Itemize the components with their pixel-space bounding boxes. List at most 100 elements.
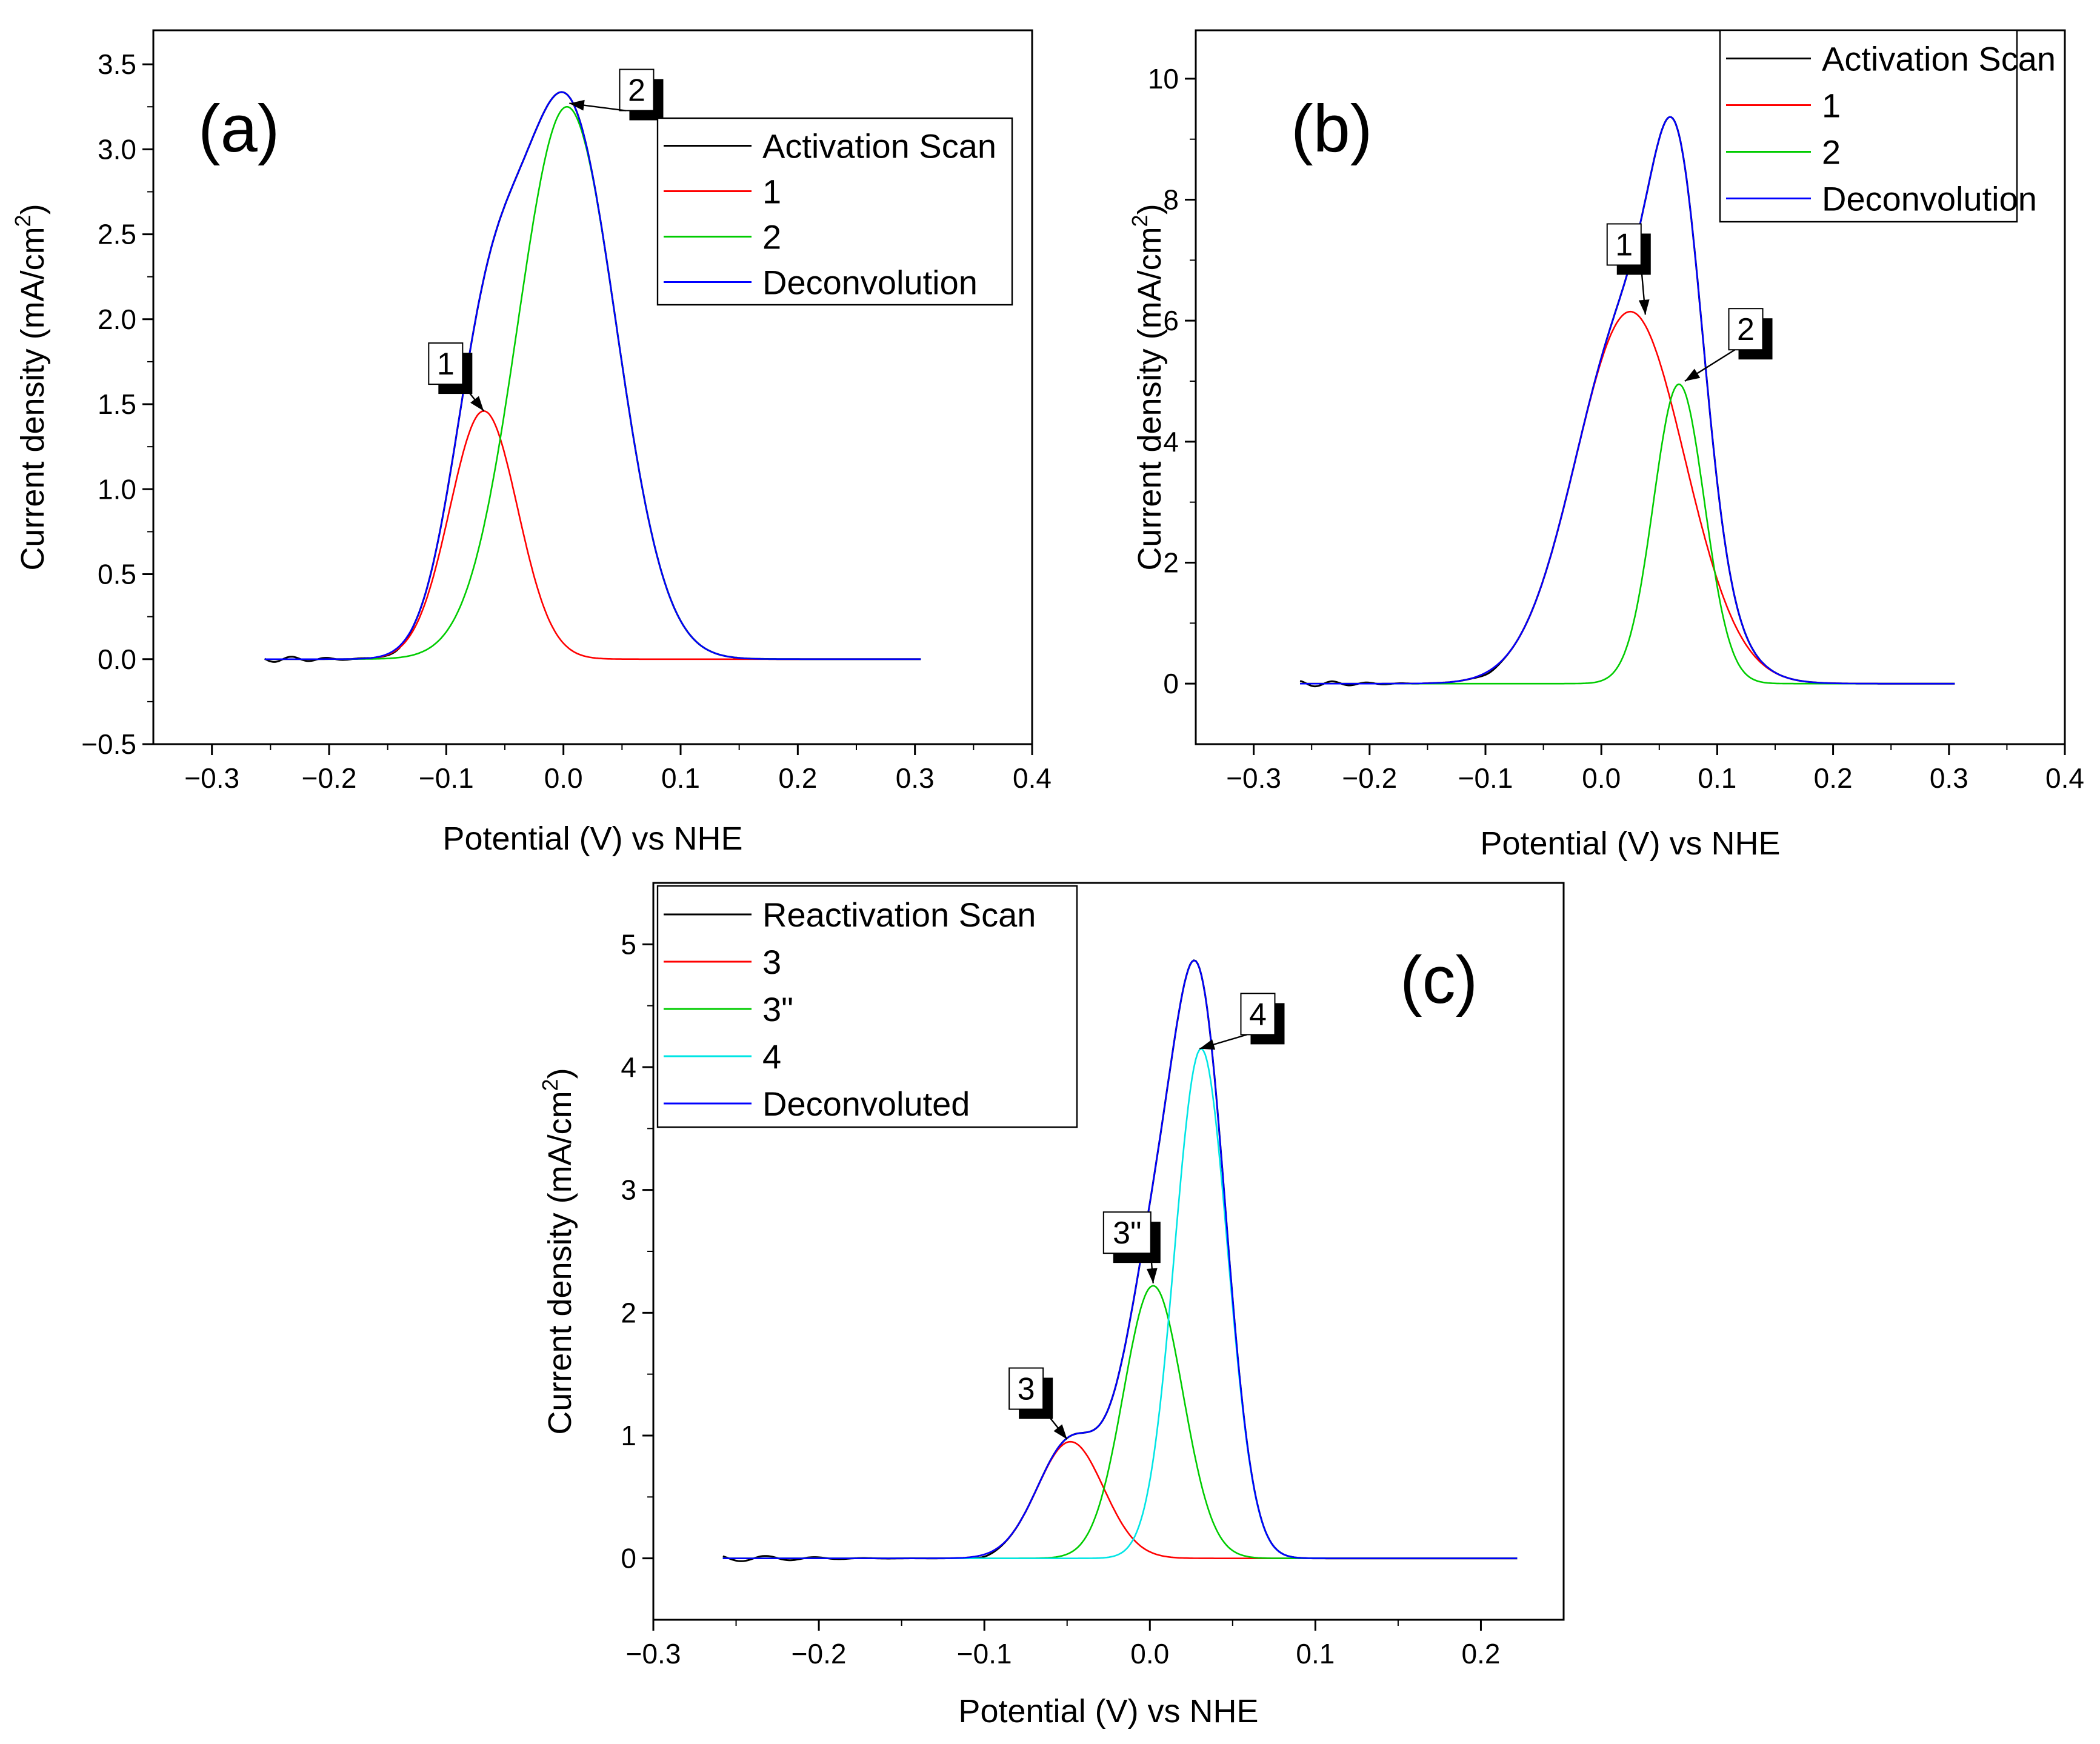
- panel-label: (b): [1291, 92, 1372, 166]
- series-line-1: [264, 410, 921, 661]
- x-tick-label: 0.3: [1930, 762, 1968, 794]
- y-tick-label: 0.5: [98, 559, 136, 590]
- legend-label: Deconvolution: [762, 264, 978, 302]
- annotation-label: 4: [1249, 997, 1267, 1032]
- y-tick-label: 1: [621, 1420, 636, 1451]
- x-tick-label: −0.2: [792, 1638, 847, 1669]
- y-tick-label: 8: [1163, 184, 1179, 216]
- chart-panel-c: −0.3 −0.2 −0.1 0.0 0.1 0.2 0 1 2 3 4 5 Potential (V)…: [538, 882, 1565, 1729]
- x-tick-label: −0.3: [1226, 762, 1281, 794]
- y-tick-label: 1.0: [98, 473, 136, 505]
- x-tick-label: −0.3: [626, 1638, 681, 1669]
- annotation-box: [1008, 1367, 1044, 1410]
- annotation-arrowhead: [1199, 1039, 1216, 1050]
- x-tick-label: 0.2: [1461, 1638, 1500, 1669]
- y-axis-title-sup: 2: [538, 1079, 562, 1091]
- series-line-3: [722, 1285, 1518, 1559]
- y-tick-label: −0.5: [81, 728, 136, 760]
- y-tick-label: 0: [1163, 668, 1179, 699]
- x-tick-label: 0.1: [661, 762, 700, 794]
- legend: Activation Scan 1 2 Deconvolution: [1719, 29, 2056, 223]
- y-axis-title-main: Current density (mA/cm: [15, 227, 51, 570]
- annotation-arrowhead: [1146, 1268, 1158, 1283]
- y-tick-label: 3.0: [98, 133, 136, 165]
- x-axis-title: Potential (V) vs NHE: [958, 1693, 1258, 1729]
- annotation-box: [1240, 993, 1276, 1036]
- y-tick-label: 0.0: [98, 644, 136, 675]
- plot-frame: [1195, 29, 2066, 745]
- legend-label: Reactivation Scan: [762, 896, 1036, 934]
- y-axis-title-sup: 2: [1127, 215, 1152, 227]
- y-axis-title: Current density (mA/cm2): [1127, 204, 1168, 570]
- x-tick-label: 0.2: [1814, 762, 1853, 794]
- y-axis-title-close: ): [542, 1068, 578, 1079]
- annotation-box: [428, 342, 464, 385]
- legend-label: Activation Scan: [762, 127, 996, 165]
- series-line-1: [1300, 310, 1955, 685]
- x-tick-label: −0.3: [184, 762, 239, 794]
- x-tick-label: −0.2: [1342, 762, 1397, 794]
- y-tick-label: 4: [621, 1051, 636, 1083]
- panel-label: (c): [1400, 943, 1478, 1017]
- legend-label: 2: [1822, 133, 1841, 171]
- y-tick-label: 2: [1163, 547, 1179, 579]
- x-tick-label: 0.4: [2045, 762, 2084, 794]
- x-tick-label: 0.1: [1698, 762, 1736, 794]
- legend-frame: [656, 117, 1013, 306]
- y-tick-label: 2.0: [98, 304, 136, 335]
- x-axis-title: Potential (V) vs NHE: [442, 820, 742, 857]
- annotation-label: 1: [437, 347, 455, 382]
- annotation-label: 3": [1113, 1216, 1141, 1251]
- legend: Reactivation Scan 3 3" 4 Deconvoluted: [656, 885, 1078, 1128]
- annotation-arrowhead: [470, 396, 484, 411]
- annotation-arrowhead: [569, 99, 585, 111]
- legend-label: 4: [762, 1037, 781, 1076]
- y-axis-title-close: ): [1132, 204, 1168, 215]
- chart-panel-b: −0.3 −0.2 −0.1 0.0 0.1 0.2 0.3 0.4 0 2 4 6 8 10 Potent…: [1127, 29, 2084, 862]
- panel-label: (a): [198, 92, 279, 166]
- annotation-arrowhead: [1638, 299, 1650, 315]
- series-line-2: [1300, 383, 1955, 685]
- legend-label: 2: [762, 218, 781, 256]
- legend-label: Deconvoluted: [762, 1085, 970, 1123]
- legend-label: Activation Scan: [1822, 40, 2056, 78]
- legend-frame: [1719, 29, 2018, 223]
- annotation-box: [1728, 308, 1764, 351]
- x-tick-label: −0.1: [1458, 762, 1513, 794]
- x-tick-label: 0.4: [1013, 762, 1052, 794]
- x-axis-title: Potential (V) vs NHE: [1480, 825, 1780, 862]
- y-tick-label: 4: [1163, 426, 1179, 458]
- x-tick-label: 0.3: [896, 762, 935, 794]
- y-axis-title: Current density (mA/cm2): [10, 204, 51, 570]
- y-tick-label: 3: [621, 1174, 636, 1206]
- y-tick-label: 10: [1148, 63, 1179, 95]
- series-line-deconvoluted: [722, 959, 1518, 1559]
- x-tick-label: −0.2: [302, 762, 357, 794]
- chart-panel-a: −0.3 −0.2 −0.1 0.0 0.1 0.2 0.3 0.4 −0.5 0.0 0.5 1.0…: [10, 29, 1052, 857]
- annotation-box: [619, 68, 655, 111]
- x-tick-label: −0.1: [419, 762, 474, 794]
- y-tick-label: 1.5: [98, 388, 136, 420]
- annotation-label: 3: [1018, 1372, 1035, 1407]
- plot-frame: [152, 29, 1033, 745]
- legend-label: 1: [1822, 87, 1841, 125]
- legend-label: 3": [762, 990, 793, 1028]
- y-axis-title-sup: 2: [10, 215, 35, 227]
- annotation-label: 2: [1737, 312, 1755, 347]
- y-axis-title: Current density (mA/cm2): [538, 1068, 578, 1434]
- legend: Activation Scan 1 2 Deconvolution: [656, 117, 1013, 306]
- x-tick-label: 0.2: [778, 762, 817, 794]
- y-tick-label: 2.5: [98, 219, 136, 250]
- x-tick-label: 0.0: [1582, 762, 1621, 794]
- y-axis-title-main: Current density (mA/cm: [542, 1091, 578, 1434]
- y-tick-label: 0: [621, 1543, 636, 1574]
- annotation-box: [1606, 223, 1642, 266]
- annotation-box: [1102, 1211, 1152, 1254]
- series-line-deconvolution: [264, 91, 921, 661]
- legend-label: 3: [762, 943, 781, 981]
- series-line-3: [722, 1440, 1518, 1559]
- y-tick-label: 3.5: [98, 48, 136, 80]
- x-tick-label: 0.0: [1130, 1638, 1169, 1669]
- legend-frame: [656, 885, 1078, 1128]
